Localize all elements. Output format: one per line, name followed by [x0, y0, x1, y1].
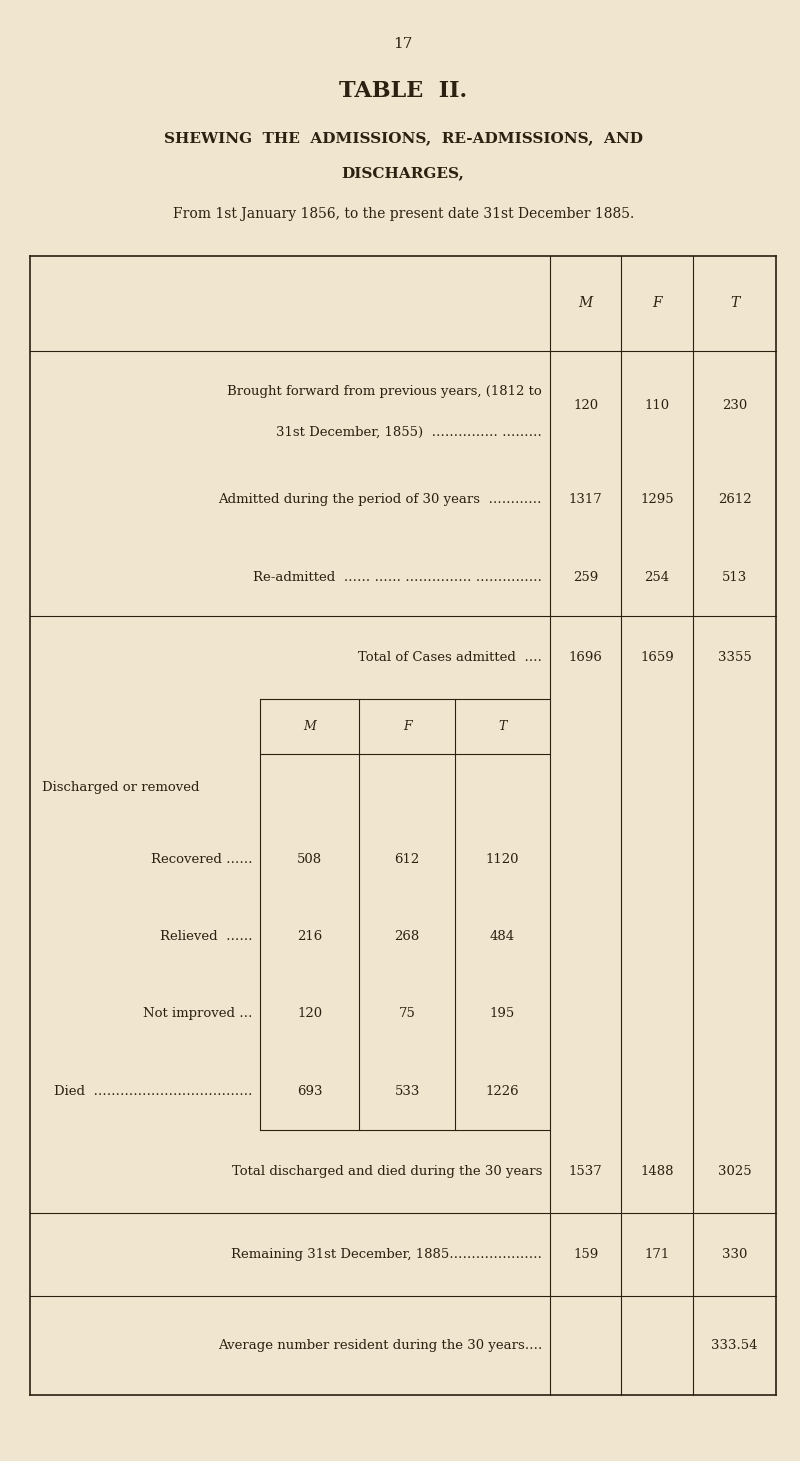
Text: 2612: 2612: [718, 494, 751, 507]
Text: Total of Cases admitted  ….: Total of Cases admitted ….: [358, 652, 542, 663]
Text: DISCHARGES,: DISCHARGES,: [342, 167, 465, 181]
Text: 195: 195: [490, 1008, 515, 1020]
Text: SHEWING  THE  ADMISSIONS,  RE-ADMISSIONS,  AND: SHEWING THE ADMISSIONS, RE-ADMISSIONS, A…: [164, 131, 642, 146]
Text: Discharged or removed: Discharged or removed: [42, 780, 199, 793]
Text: 693: 693: [297, 1084, 322, 1097]
Text: 1226: 1226: [486, 1084, 519, 1097]
Text: Relieved  ……: Relieved ……: [160, 931, 252, 942]
Text: Re-admitted  …… …… …………… ……………: Re-admitted …… …… …………… ……………: [253, 571, 542, 584]
Text: 484: 484: [490, 931, 515, 942]
Text: Admitted during the period of 30 years  …………: Admitted during the period of 30 years ……: [218, 494, 542, 507]
Text: T: T: [498, 720, 506, 733]
Text: 533: 533: [394, 1084, 420, 1097]
Text: M: M: [578, 297, 593, 310]
Text: 3355: 3355: [718, 652, 751, 663]
Text: Brought forward from previous years, (1812 to: Brought forward from previous years, (18…: [227, 384, 542, 397]
Text: 612: 612: [394, 853, 420, 865]
Text: 513: 513: [722, 571, 747, 584]
Text: 17: 17: [394, 37, 413, 51]
Text: 268: 268: [394, 931, 420, 942]
Text: Average number resident during the 30 years….: Average number resident during the 30 ye…: [218, 1340, 542, 1351]
Text: 1120: 1120: [486, 853, 519, 865]
Text: 110: 110: [645, 399, 670, 412]
Text: 230: 230: [722, 399, 747, 412]
Text: 1696: 1696: [569, 652, 602, 663]
Text: 216: 216: [298, 931, 322, 942]
Text: 75: 75: [398, 1008, 415, 1020]
Text: 31st December, 1855)  …………… ………: 31st December, 1855) …………… ………: [276, 425, 542, 438]
Text: 333.54: 333.54: [711, 1340, 758, 1351]
Text: Recovered ……: Recovered ……: [150, 853, 252, 865]
Text: 120: 120: [298, 1008, 322, 1020]
Text: Remaining 31st December, 1885…………………: Remaining 31st December, 1885…………………: [231, 1248, 542, 1261]
Text: 1488: 1488: [640, 1164, 674, 1178]
Text: F: F: [403, 720, 411, 733]
Text: 1537: 1537: [569, 1164, 602, 1178]
Text: 159: 159: [573, 1248, 598, 1261]
Text: 1317: 1317: [569, 494, 602, 507]
Text: From 1st January 1856, to the present date 31st December 1885.: From 1st January 1856, to the present da…: [173, 207, 634, 222]
Text: 171: 171: [645, 1248, 670, 1261]
Text: Died  ………………………………: Died ………………………………: [54, 1084, 252, 1097]
Text: M: M: [303, 720, 316, 733]
Text: Total discharged and died during the 30 years: Total discharged and died during the 30 …: [232, 1164, 542, 1178]
Text: 120: 120: [573, 399, 598, 412]
Text: 3025: 3025: [718, 1164, 751, 1178]
Text: F: F: [652, 297, 662, 310]
Text: 330: 330: [722, 1248, 747, 1261]
Text: TABLE  II.: TABLE II.: [339, 80, 467, 102]
Text: Not improved …: Not improved …: [143, 1008, 252, 1020]
Text: 1295: 1295: [640, 494, 674, 507]
Text: T: T: [730, 297, 739, 310]
Text: 259: 259: [573, 571, 598, 584]
Text: 254: 254: [645, 571, 670, 584]
Text: 508: 508: [298, 853, 322, 865]
Text: 1659: 1659: [640, 652, 674, 663]
